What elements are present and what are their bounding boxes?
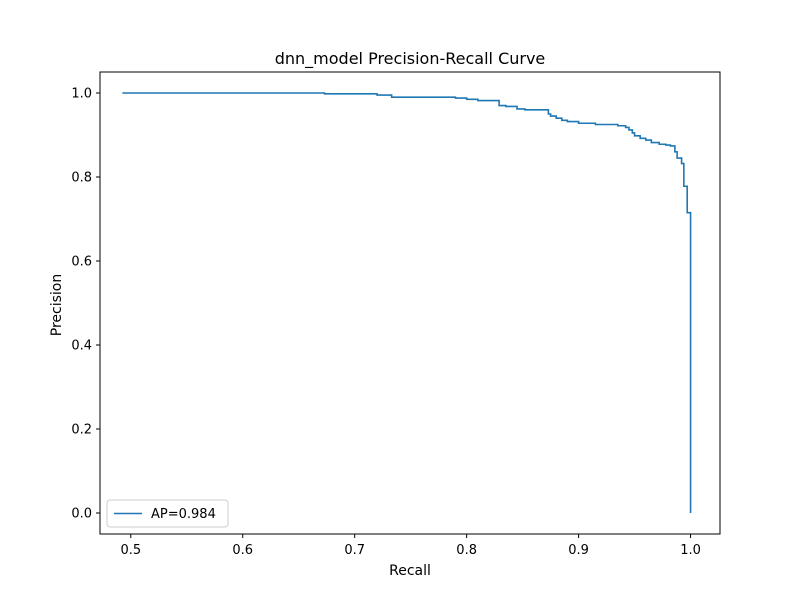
x-tick-label: 0.8 xyxy=(456,543,477,558)
y-tick-label: 0.0 xyxy=(71,507,92,522)
y-axis-label: Precision xyxy=(49,274,65,336)
series-line-0 xyxy=(122,92,692,513)
x-tick-label: 0.5 xyxy=(120,543,141,558)
chart-title: dnn_model Precision-Recall Curve xyxy=(275,49,546,69)
axes-frame xyxy=(99,71,721,535)
plot-area: 0.5 0.6 0.7 0.8 0.9 1.0 0.0 0.2 0.4 0.6 0.8 1.0 AP=0… xyxy=(71,71,721,558)
y-tick-label: 0.4 xyxy=(71,339,92,354)
x-tick-label: 0.9 xyxy=(568,543,589,558)
x-axis-label: Recall xyxy=(389,563,431,579)
y-tick-label: 0.2 xyxy=(71,423,92,438)
y-tick-label: 0.8 xyxy=(71,171,92,186)
y-tick-label: 1.0 xyxy=(71,87,92,102)
legend-entry-label: AP=0.984 xyxy=(151,507,216,522)
x-tick-label: 1.0 xyxy=(680,543,701,558)
x-tick-label: 0.7 xyxy=(344,543,365,558)
legend-box xyxy=(106,499,229,528)
x-tick-label: 0.6 xyxy=(232,543,253,558)
y-tick-label: 0.6 xyxy=(71,255,92,270)
